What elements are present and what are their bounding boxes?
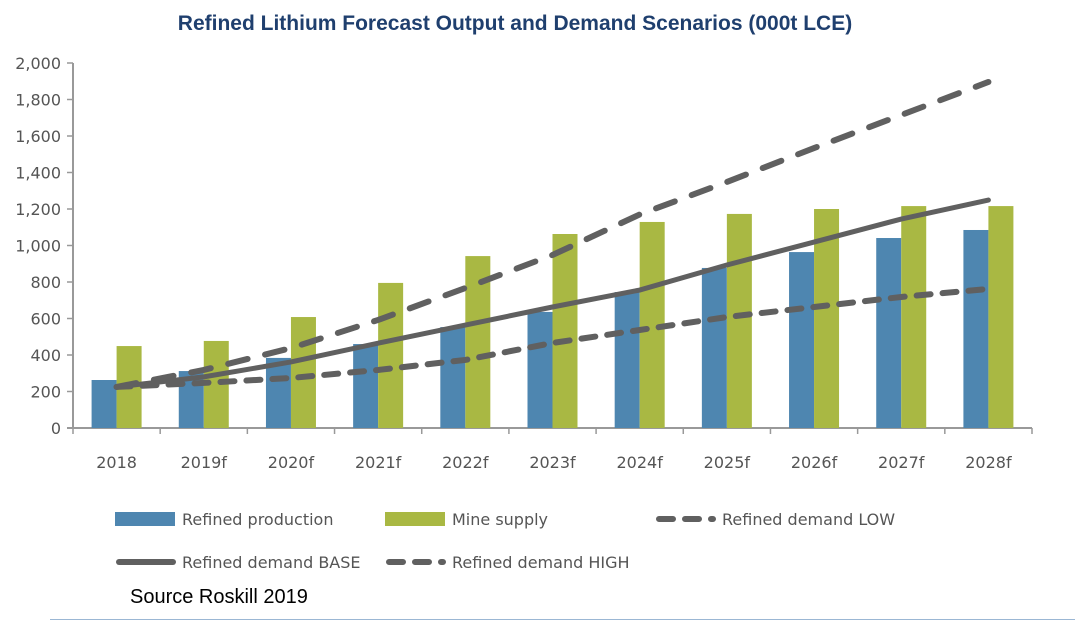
source-note: Source Roskill 2019 xyxy=(130,586,308,608)
bar-refined-production xyxy=(440,327,466,428)
y-tick-label: 1,200 xyxy=(15,200,61,219)
legend-refined-demand-high-label: Refined demand HIGH xyxy=(452,553,630,572)
bar-refined-production xyxy=(701,267,727,428)
bar-refined-production xyxy=(876,238,902,428)
y-tick-label: 1,800 xyxy=(15,91,61,110)
bar-mine-supply xyxy=(814,209,840,428)
bar-mine-supply xyxy=(988,206,1014,428)
y-tick-label: 400 xyxy=(30,346,61,365)
bar-mine-supply xyxy=(726,213,752,428)
bar-refined-production xyxy=(91,380,117,428)
y-tick-label: 1,600 xyxy=(15,127,61,146)
y-tick-label: 1,000 xyxy=(15,237,61,256)
bar-refined-production xyxy=(353,344,379,428)
line-refined-demand-base xyxy=(114,197,991,390)
bar-mine-supply xyxy=(552,234,578,428)
x-tick-label: 2025f xyxy=(704,453,751,472)
chart-title: Refined Lithium Forecast Output and Dema… xyxy=(177,12,853,35)
bar-mine-supply xyxy=(465,256,491,428)
bar-refined-production xyxy=(614,292,640,428)
legend-mine-supply-swatch xyxy=(385,512,445,526)
legend-refined-demand-low-label: Refined demand LOW xyxy=(722,510,895,529)
line-refined-demand-low xyxy=(113,285,992,390)
x-tick-label: 2022f xyxy=(442,453,489,472)
legend-mine-supply-label: Mine supply xyxy=(452,510,548,529)
x-tick-label: 2019f xyxy=(181,453,228,472)
y-tick-label: 2,000 xyxy=(15,54,61,73)
x-tick-label: 2020f xyxy=(268,453,315,472)
bar-refined-production xyxy=(963,229,989,428)
line-refined-demand-high xyxy=(113,78,992,390)
x-tick-label: 2021f xyxy=(355,453,402,472)
y-tick-label: 1,400 xyxy=(15,164,61,183)
y-tick-label: 0 xyxy=(51,419,61,438)
bar-refined-production xyxy=(789,252,815,428)
y-tick-label: 600 xyxy=(30,310,61,329)
bar-mine-supply xyxy=(901,206,927,428)
bar-mine-supply xyxy=(290,317,316,428)
legend-refined-production-label: Refined production xyxy=(182,510,333,529)
x-tick-label: 2027f xyxy=(878,453,925,472)
bar-refined-production xyxy=(265,357,291,428)
x-tick-label: 2026f xyxy=(791,453,838,472)
y-tick-label: 800 xyxy=(30,273,61,292)
bar-mine-supply xyxy=(378,282,404,428)
divider xyxy=(50,619,1075,620)
bar-refined-production xyxy=(527,311,553,428)
x-tick-label: 2018 xyxy=(96,453,137,472)
legend-refined-demand-base-label: Refined demand BASE xyxy=(182,553,361,572)
x-tick-label: 2023f xyxy=(529,453,576,472)
x-tick-label: 2024f xyxy=(617,453,664,472)
y-tick-label: 200 xyxy=(30,383,61,402)
x-tick-label: 2028f xyxy=(965,453,1012,472)
legend-refined-production-swatch xyxy=(115,512,175,526)
